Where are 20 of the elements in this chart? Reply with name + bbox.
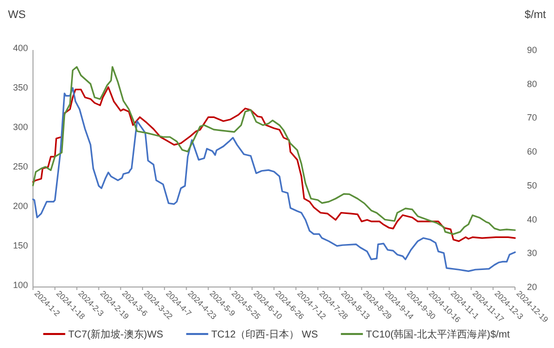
y2-tick-label: 80 xyxy=(527,78,538,89)
y2-tick-label: 40 xyxy=(527,214,538,224)
legend-label: TC7(新加坡-澳东)WS xyxy=(68,328,164,340)
y2-tick-label: 90 xyxy=(527,45,538,55)
y-axis-title: WS xyxy=(8,9,26,21)
y-tick-label: 300 xyxy=(12,122,28,132)
y2-tick-label: 70 xyxy=(527,112,538,123)
y-tick-label: 400 xyxy=(12,43,28,53)
y2-tick-label: 50 xyxy=(527,180,538,190)
y-tick-label: 200 xyxy=(12,201,28,211)
legend-label: TC12（印西-日本） WS xyxy=(211,328,318,340)
y2-tick-label: 60 xyxy=(527,146,538,157)
y-tick-label: 350 xyxy=(12,82,28,92)
y-tick-label: 100 xyxy=(12,280,28,290)
y-tick-label: 250 xyxy=(12,162,28,172)
legend-label: TC10(韩国-北太平洋西海岸)$/mt xyxy=(366,328,510,340)
y2-tick-label: 20 xyxy=(527,282,538,292)
y2-tick-label: 30 xyxy=(527,248,538,258)
y-tick-label: 150 xyxy=(12,240,28,250)
y2-axis-title: $/mt xyxy=(524,9,546,21)
